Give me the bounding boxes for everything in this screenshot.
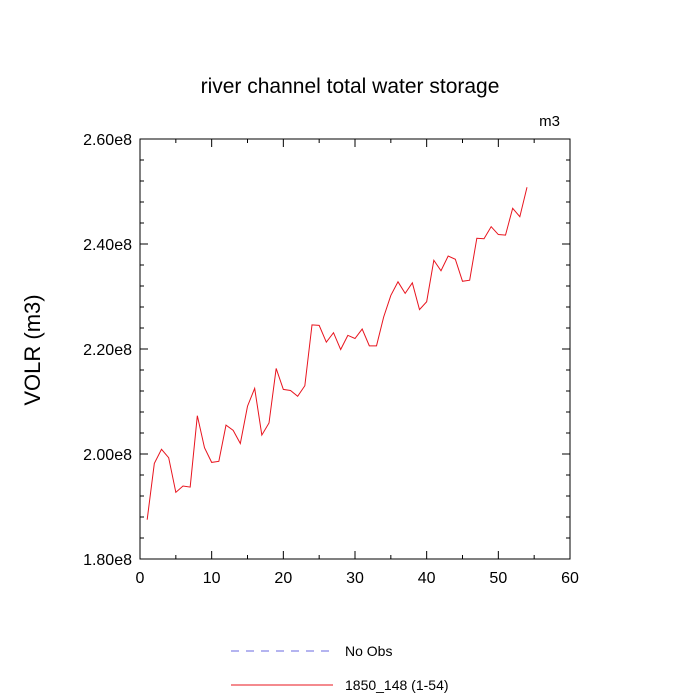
axis-tick-labels: 0 10 20 30 40 50 60 1.80e8 2.00e8 2.20e8 2.40e8 2.6… [83, 132, 579, 587]
x-tick-label: 30 [346, 570, 364, 587]
units-label: m3 [539, 113, 560, 130]
y-tick-label: 1.80e8 [83, 552, 132, 569]
legend: No Obs 1850_148 (1-54) [231, 643, 449, 693]
x-tick-label: 10 [203, 570, 221, 587]
legend-label: No Obs [345, 643, 392, 659]
legend-label: 1850_148 (1-54) [345, 677, 449, 693]
y-tick-label: 2.20e8 [83, 342, 132, 359]
x-tick-label: 40 [418, 570, 436, 587]
y-tick-label: 2.60e8 [83, 132, 132, 149]
axis-ticks [139, 138, 571, 560]
y-tick-label: 2.00e8 [83, 447, 132, 464]
series-line [146, 187, 528, 520]
y-tick-label: 2.40e8 [83, 237, 132, 254]
x-tick-label: 60 [561, 570, 579, 587]
x-tick-label: 20 [274, 570, 292, 587]
plot-series [146, 187, 528, 520]
plot-frame [139, 138, 571, 560]
x-tick-label: 0 [136, 570, 145, 587]
chart-title: river channel total water storage [201, 75, 500, 98]
x-tick-label: 50 [489, 570, 507, 587]
y-axis-label: VOLR (m3) [20, 294, 45, 405]
